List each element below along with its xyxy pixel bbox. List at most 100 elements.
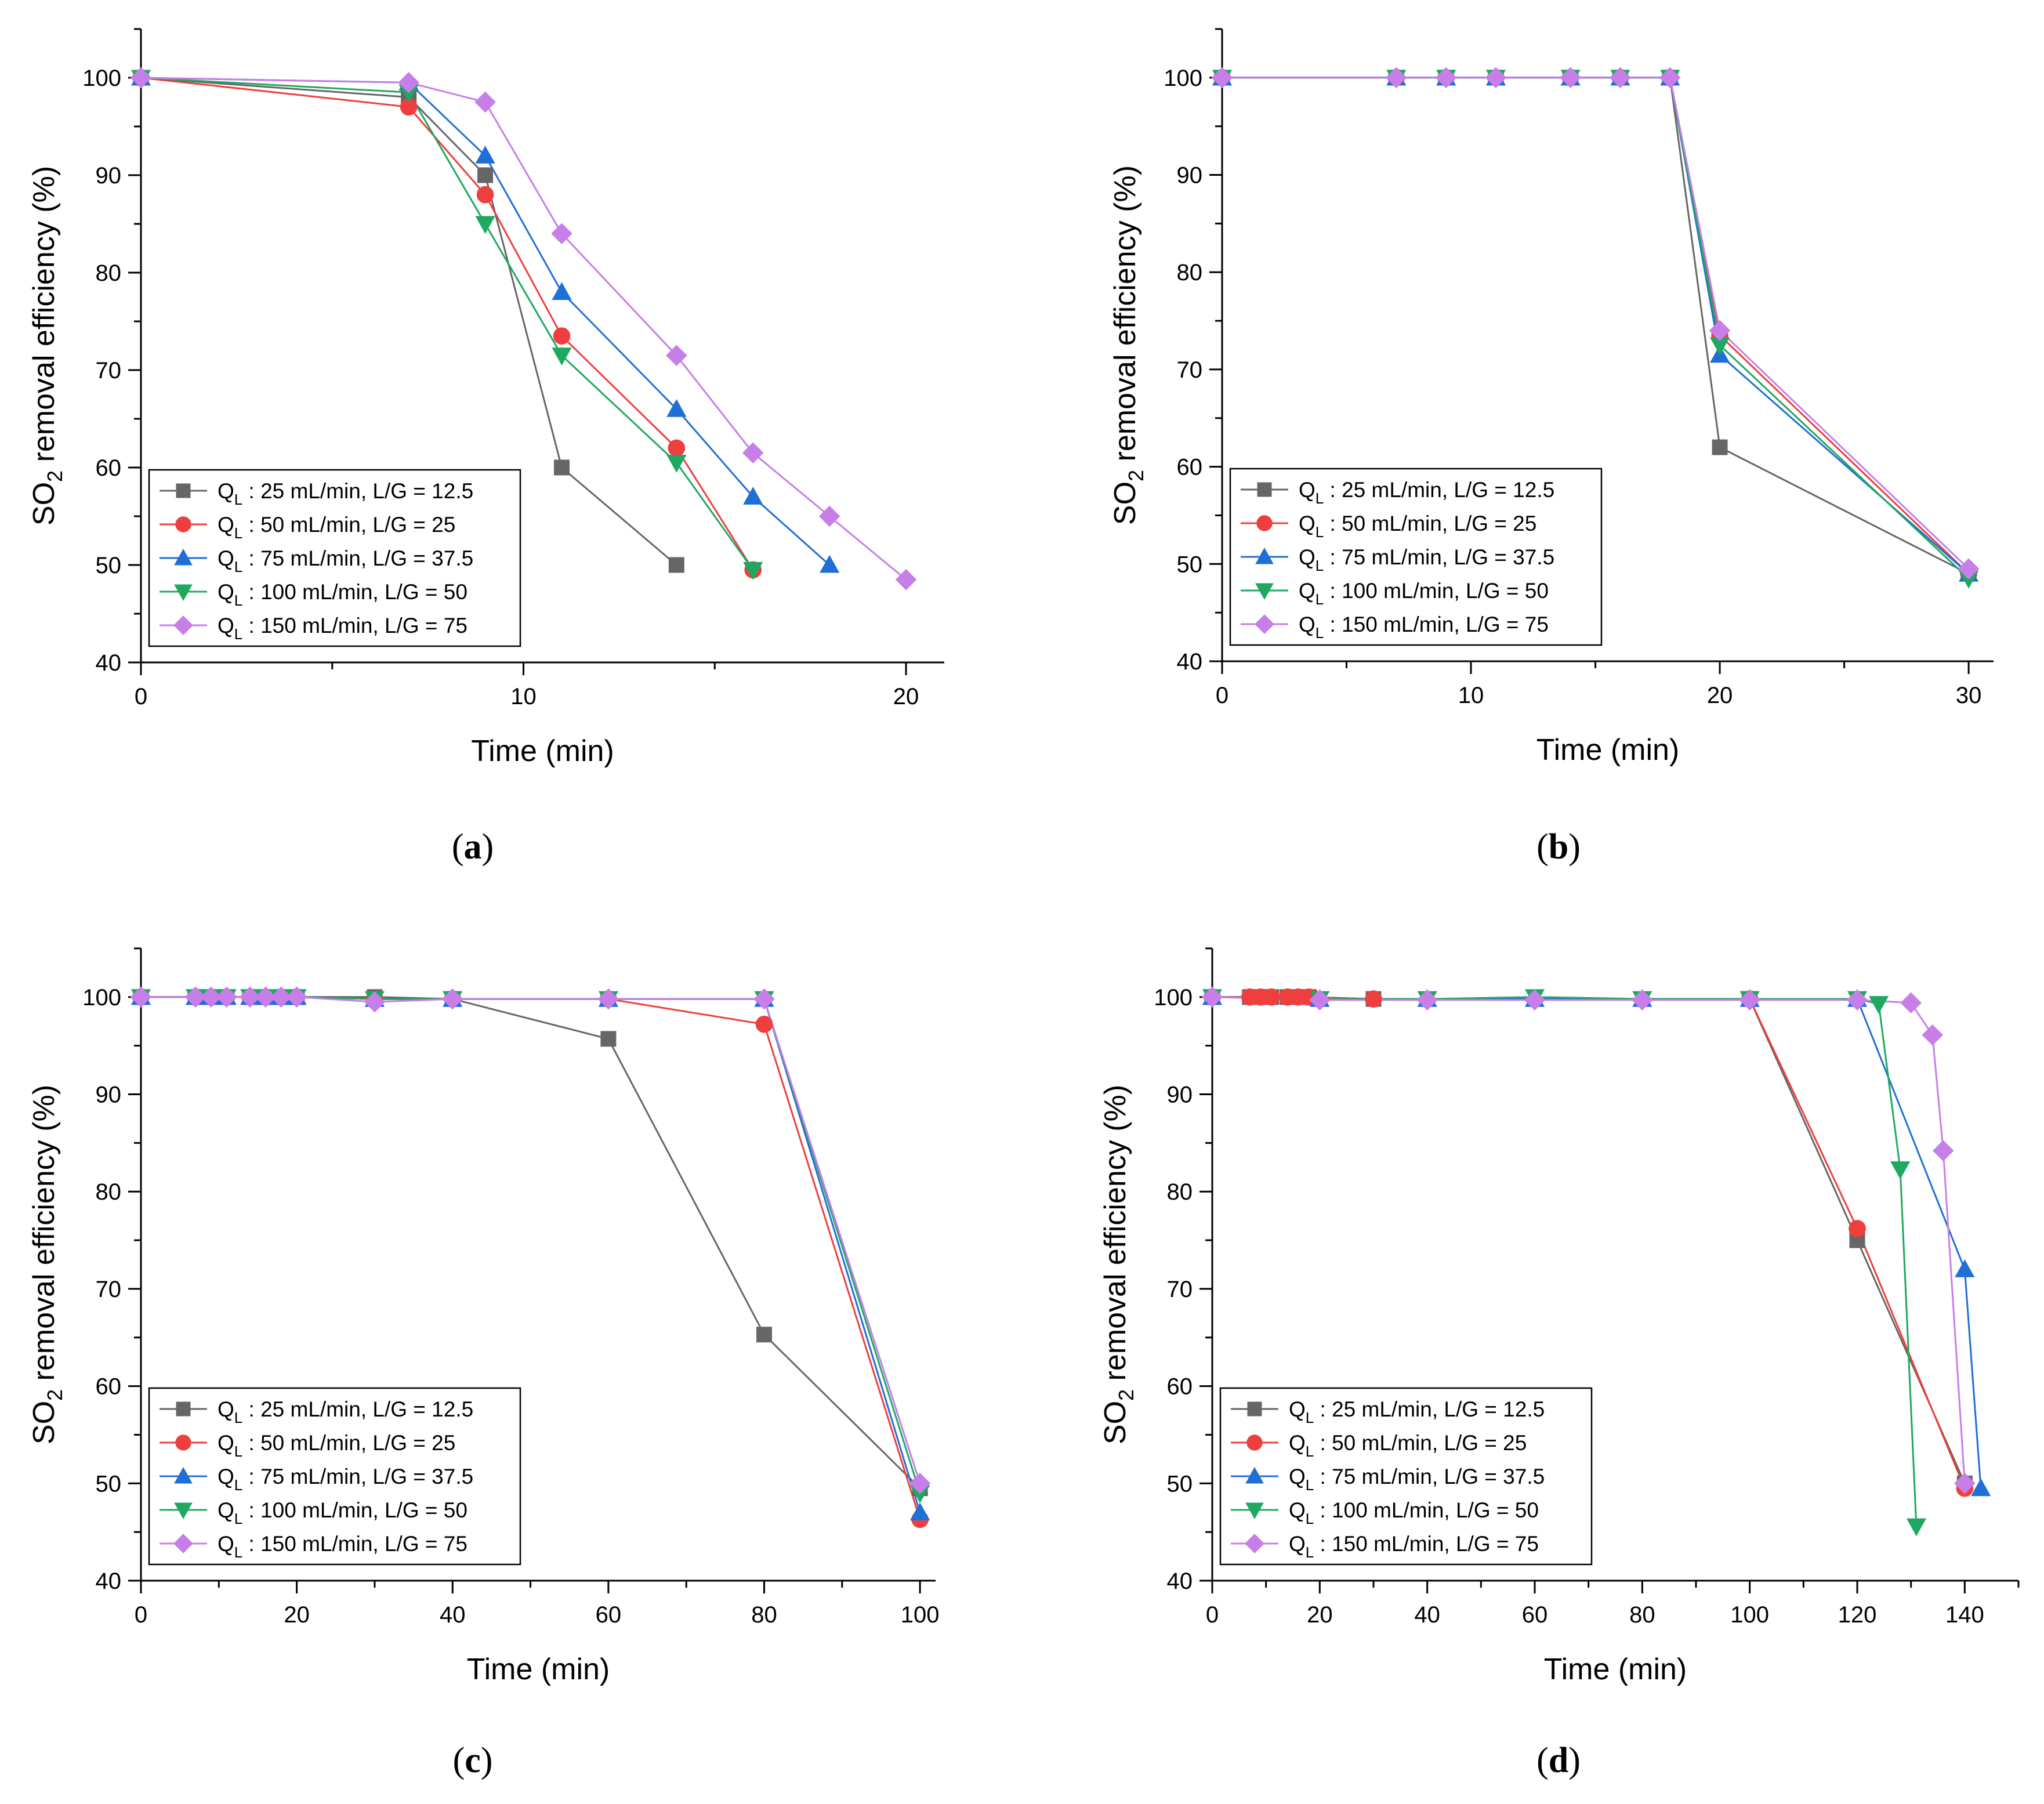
legend-subscript: L <box>234 625 242 643</box>
data-point-series-5 <box>1309 989 1331 1011</box>
legend-text: Q <box>1299 512 1315 535</box>
y-tick-label: 40 <box>96 650 122 676</box>
series-line-4 <box>140 77 754 571</box>
panel-label-letter: a <box>464 827 482 867</box>
data-point-series-5 <box>364 991 386 1013</box>
y-title-part: SO <box>27 482 61 526</box>
legend-text: : 75 mL/min, L/G = 37.5 <box>242 1465 473 1488</box>
data-point-series-2 <box>476 186 494 204</box>
data-point-series-5 <box>1201 986 1223 1008</box>
y-axis-title: SO2 removal efficiency (%) <box>1108 165 1148 525</box>
y-title-subscript: 2 <box>1114 1389 1138 1401</box>
y-tick-label: 50 <box>96 1471 122 1497</box>
data-point-series-3 <box>666 399 687 417</box>
legend-marker-4 <box>1245 1502 1264 1520</box>
data-point-series-5 <box>1435 67 1457 89</box>
y-tick-label: 40 <box>1167 1568 1193 1594</box>
legend-text: : 100 mL/min, L/G = 50 <box>1324 579 1549 603</box>
y-tick-label: 50 <box>96 553 122 578</box>
series-line-5 <box>140 77 907 581</box>
x-tick-label: 20 <box>893 684 919 709</box>
legend-marker-3 <box>1255 547 1274 564</box>
legend-entry-5: QL : 150 mL/min, L/G = 75 <box>1299 613 1549 642</box>
y-title-subscript: 2 <box>43 1389 67 1401</box>
data-point-series-5 <box>255 986 277 1008</box>
panel-label-paren: ( <box>452 827 464 867</box>
y-title-part: removal efficiency (%) <box>1099 1085 1132 1389</box>
data-point-series-1 <box>477 167 494 183</box>
legend-subscript: L <box>234 1443 242 1460</box>
x-tick-label: 30 <box>1956 683 1982 708</box>
panel-label: (c) <box>453 1741 493 1780</box>
panel-label-paren: ( <box>1536 827 1549 867</box>
data-point-series-5 <box>666 345 687 367</box>
x-axis-title: Time (min) <box>467 1653 610 1686</box>
legend-box <box>148 1387 521 1566</box>
y-tick-label: 70 <box>1167 1277 1193 1302</box>
legend-entry-3: QL : 75 mL/min, L/G = 37.5 <box>218 546 473 575</box>
data-point-series-5 <box>1211 67 1233 89</box>
data-point-series-4 <box>1890 1161 1911 1179</box>
data-point-series-5 <box>1954 1473 1976 1494</box>
data-point-series-5 <box>200 986 222 1008</box>
data-point-series-5 <box>1958 558 1980 579</box>
legend-marker-2 <box>1256 515 1273 531</box>
data-point-series-2 <box>1263 988 1280 1006</box>
y-title-part: removal efficiency (%) <box>1108 165 1142 470</box>
y-tick-label: 50 <box>1167 1471 1193 1497</box>
x-tick-label: 20 <box>1707 683 1733 708</box>
data-point-series-5 <box>1386 67 1407 89</box>
panel-label-letter: c <box>465 1741 481 1780</box>
legend-marker-1 <box>1247 1401 1262 1417</box>
data-point-series-5 <box>130 67 152 89</box>
panel-label-paren: ) <box>1568 827 1581 867</box>
legend-text: : 150 mL/min, L/G = 75 <box>1324 613 1549 636</box>
legend-entry-4: QL : 100 mL/min, L/G = 50 <box>1299 579 1549 608</box>
data-point-series-5 <box>398 72 419 93</box>
legend-box <box>1219 1387 1593 1566</box>
legend-text: Q <box>1289 1465 1306 1488</box>
x-tick-label: 40 <box>1414 1602 1440 1628</box>
legend-marker-1 <box>176 483 191 498</box>
legend-text: Q <box>1289 1397 1306 1421</box>
legend-subscript: L <box>1315 624 1324 642</box>
legend-subscript: L <box>1306 1510 1314 1527</box>
panel-label-paren: ) <box>481 1741 493 1780</box>
y-title-part: SO <box>27 1401 61 1444</box>
legend-subscript: L <box>1306 1443 1314 1460</box>
legend-entry-3: QL : 75 mL/min, L/G = 37.5 <box>1299 545 1554 574</box>
y-axis-title: SO2 removal efficiency (%) <box>27 1085 67 1444</box>
legend-entry-2: QL : 50 mL/min, L/G = 25 <box>218 1431 455 1460</box>
x-tick-label: 0 <box>1216 683 1228 708</box>
data-point-series-5 <box>597 988 619 1010</box>
legend-marker-3 <box>1245 1466 1264 1484</box>
panel-label-paren: ( <box>1536 1741 1549 1780</box>
legend-text: Q <box>1289 1498 1306 1522</box>
x-tick-label: 60 <box>596 1602 622 1628</box>
data-point-series-5 <box>909 1473 931 1494</box>
legend-marker-4 <box>1255 583 1274 600</box>
legend-subscript: L <box>234 1409 242 1426</box>
chart-panel-a: 0 10 20 40 50 60 70 80 90 100 Time (min) SO2 remova… <box>27 28 944 867</box>
data-point-series-5 <box>216 986 238 1008</box>
legend-text: : 50 mL/min, L/G = 25 <box>1324 512 1536 535</box>
data-point-series-5 <box>753 988 775 1010</box>
legend-entry-4: QL : 100 mL/min, L/G = 50 <box>218 580 467 609</box>
y-axis-title: SO2 removal efficiency (%) <box>27 166 67 526</box>
legend-entry-2: QL : 50 mL/min, L/G = 25 <box>218 513 455 542</box>
x-tick-label: 120 <box>1838 1602 1877 1628</box>
legend-entry-1: QL : 25 mL/min, L/G = 12.5 <box>1289 1397 1545 1426</box>
y-tick-label: 90 <box>96 163 122 189</box>
data-point-series-5 <box>1933 1140 1954 1162</box>
legend-subscript: L <box>234 558 242 575</box>
legend-marker-4 <box>174 584 193 602</box>
panel-label-paren: ) <box>1568 1741 1581 1780</box>
legend-text: : 150 mL/min, L/G = 75 <box>1314 1532 1539 1556</box>
data-point-series-5 <box>130 986 152 1008</box>
y-tick-label: 90 <box>96 1082 122 1108</box>
data-point-series-5 <box>1659 67 1681 89</box>
y-title-part: removal efficiency (%) <box>27 1085 61 1389</box>
y-tick-label: 40 <box>1177 649 1203 675</box>
x-tick-label: 100 <box>1730 1602 1769 1628</box>
data-point-series-3 <box>820 555 840 573</box>
